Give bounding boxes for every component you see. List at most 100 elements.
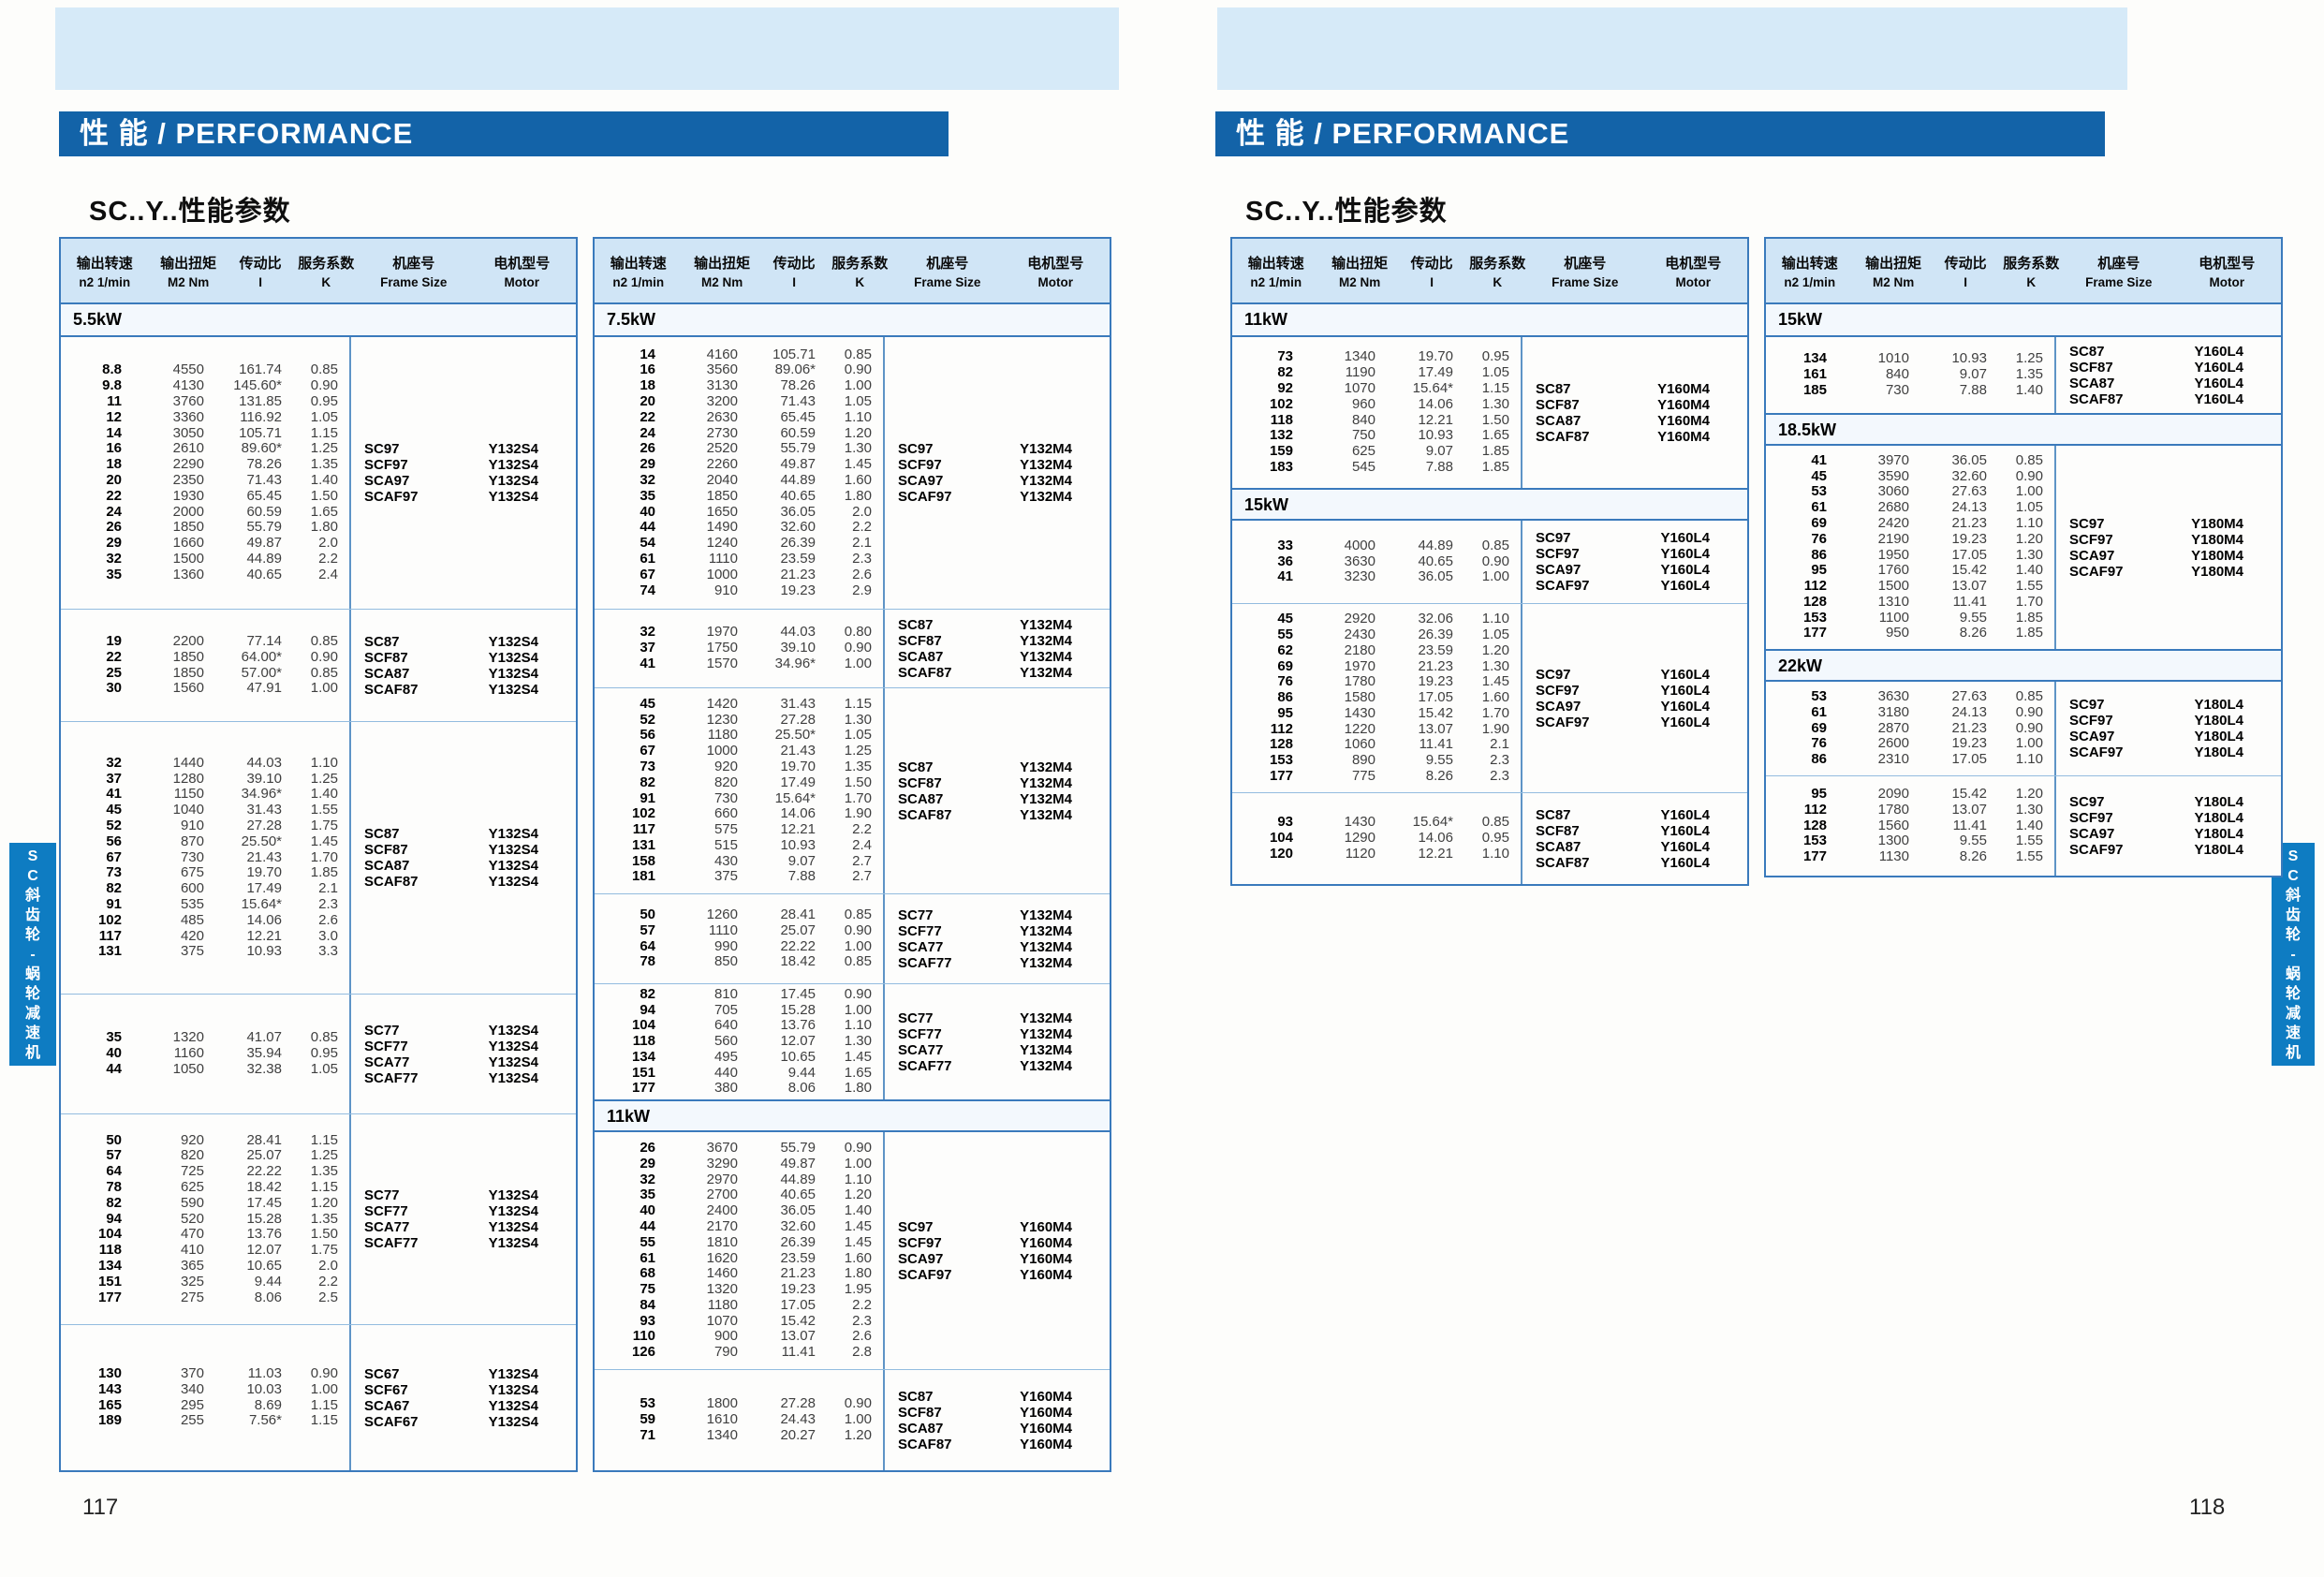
- service-factor-value: 1.30: [1481, 657, 1509, 674]
- ratio-value: 9.07: [787, 852, 816, 869]
- m2-torque-value: 1500: [1877, 578, 1909, 595]
- m2-torque-value: 1440: [172, 754, 204, 771]
- service-factor-value: 0.85: [1481, 814, 1509, 831]
- frame-motor-row: SC97 Y132M4: [883, 441, 1110, 457]
- frame-size-value: SC87: [364, 633, 400, 650]
- rating-group-frames: SC87 Y160L4 SCF87 Y160L4 SCA87 Y160L4 SCAF87 Y1…: [1521, 793, 1747, 884]
- data-row: 91 535 15.64* 2.3: [61, 896, 349, 913]
- service-factor-value: 1.70: [310, 848, 338, 865]
- frame-motor-row: SCAF87 Y160M4: [883, 1437, 1110, 1452]
- column-header-zh: 服务系数: [831, 255, 889, 272]
- frame-motor-row: SCA97 Y160L4: [1521, 699, 1747, 715]
- m2-torque-value: 275: [180, 1289, 204, 1305]
- m2-torque-value: 1460: [706, 1265, 738, 1282]
- column-header-en: I: [1430, 274, 1434, 289]
- data-row: 84 1180 17.05 2.2: [595, 1296, 883, 1314]
- data-row: 131 515 10.93 2.4: [595, 837, 883, 854]
- frame-motor-row: SCAF77 Y132S4: [349, 1070, 576, 1086]
- data-row: 64 990 22.22 1.00: [595, 937, 883, 955]
- m2-torque-value: 1280: [172, 770, 204, 787]
- n2-speed-value: 73: [640, 758, 655, 774]
- m2-torque-value: 1650: [706, 503, 738, 520]
- data-row: 159 625 9.07 1.85: [1232, 443, 1521, 460]
- service-factor-value: 0.85: [310, 632, 338, 649]
- column-header-en: Frame Size: [914, 274, 981, 289]
- frame-size-value: SCF87: [1536, 822, 1580, 839]
- m2-torque-value: 2520: [706, 440, 738, 457]
- motor-model-value: Y160M4: [1020, 1234, 1072, 1251]
- n2-speed-value: 37: [640, 640, 655, 656]
- n2-speed-value: 189: [97, 1412, 122, 1429]
- service-factor-value: 0.85: [1481, 537, 1509, 553]
- ratio-value: 40.65: [246, 566, 282, 582]
- n2-speed-value: 57: [640, 921, 655, 938]
- service-factor-value: 0.85: [844, 906, 872, 922]
- data-row: 118 560 12.07 1.30: [595, 1033, 883, 1050]
- frame-size-value: SCF97: [2069, 713, 2113, 729]
- m2-torque-value: 3630: [1877, 688, 1909, 704]
- data-row: 76 2190 19.23 1.20: [1766, 530, 2054, 548]
- m2-torque-value: 1180: [707, 1296, 738, 1313]
- data-row: 52 1230 27.28 1.30: [595, 712, 883, 729]
- performance-table: 输出转速 n2 1/min 输出扭矩 M2 Nm 传动比 I 服务系数 K 机座号 Frame S…: [59, 237, 578, 1472]
- column-header: 输出扭矩 M2 Nm: [149, 253, 228, 289]
- rating-group-values: 32 1970 44.03 0.80 37 1750 39.10 0.90 41 1570 34.9…: [595, 610, 883, 687]
- ratio-value: 22.22: [780, 937, 816, 954]
- column-divider: [2054, 682, 2056, 775]
- n2-speed-value: 143: [97, 1380, 122, 1397]
- column-header-en: K: [855, 274, 865, 289]
- motor-model-value: Y132S4: [488, 441, 538, 457]
- n2-speed-value: 53: [1811, 483, 1827, 500]
- data-row: 86 1580 17.05 1.60: [1232, 689, 1521, 706]
- ratio-value: 7.56*: [248, 1412, 282, 1429]
- n2-speed-value: 45: [1811, 467, 1827, 484]
- frame-motor-row: SCAF87 Y132M4: [883, 807, 1110, 823]
- service-factor-value: 1.35: [844, 758, 872, 774]
- performance-table: 输出转速 n2 1/min 输出扭矩 M2 Nm 传动比 I 服务系数 K 机座号 Frame S…: [1764, 237, 2283, 877]
- frame-size-value: SCAF97: [898, 489, 952, 505]
- ratio-value: 26.39: [780, 535, 816, 552]
- motor-model-value: Y132M4: [1020, 906, 1072, 923]
- frame-motor-row: SCAF97 Y180L4: [2054, 842, 2281, 858]
- m2-torque-value: 730: [713, 789, 738, 806]
- ratio-value: 40.65: [780, 487, 816, 504]
- vertical-tab-char: 蜗: [2285, 965, 2301, 982]
- column-header: 电机型号 Motor: [1640, 253, 1748, 289]
- m2-torque-value: 440: [713, 1064, 738, 1081]
- service-factor-value: 1.20: [2015, 530, 2043, 547]
- m2-torque-value: 2170: [706, 1217, 738, 1234]
- motor-model-value: Y132S4: [488, 457, 538, 473]
- frame-size-value: SCA87: [364, 858, 410, 874]
- m2-torque-value: 1040: [172, 802, 204, 818]
- m2-torque-value: 1320: [706, 1281, 738, 1298]
- column-header-zh: 输出转速: [1781, 255, 1838, 272]
- motor-model-value: Y132S4: [488, 1397, 538, 1414]
- data-row: 76 1780 19.23 1.45: [1232, 673, 1521, 690]
- n2-speed-value: 45: [106, 802, 122, 818]
- column-header-en: M2 Nm: [700, 274, 743, 289]
- rating-group-frames: SC97 Y180M4 SCF97 Y180M4 SCA97 Y180M4 SCAF97 Y1…: [2054, 446, 2281, 649]
- ratio-value: 19.23: [1951, 735, 1987, 752]
- n2-speed-value: 94: [106, 1210, 122, 1227]
- ratio-value: 17.05: [1418, 689, 1453, 706]
- frame-motor-row: SCA87 Y160M4: [1521, 413, 1747, 429]
- motor-model-value: Y132S4: [488, 1187, 538, 1203]
- data-row: 54 1240 26.39 2.1: [595, 535, 883, 552]
- motor-model-value: Y160M4: [1020, 1436, 1072, 1452]
- service-factor-value: 2.0: [852, 503, 872, 520]
- data-row: 128 1310 11.41 1.70: [1766, 594, 2054, 611]
- service-factor-value: 1.40: [2015, 817, 2043, 833]
- service-factor-value: 1.15: [1481, 379, 1509, 396]
- rating-group: 45 2920 32.06 1.10 55 2430 26.39 1.05 62 2180 23.5…: [1232, 603, 1747, 792]
- rating-group-frames: SC87 Y132S4 SCF87 Y132S4 SCA87 Y132S4 SCAF87 Y1…: [349, 722, 576, 994]
- rating-group: 8.8 4550 161.74 0.85 9.8 4130 145.60* 0.90 11 376…: [61, 337, 576, 609]
- ratio-value: 10.03: [246, 1380, 282, 1397]
- data-row: 82 820 17.49 1.50: [595, 774, 883, 791]
- frame-motor-row: SCA77 Y132S4: [349, 1054, 576, 1070]
- ratio-value: 9.07: [1959, 366, 1987, 383]
- vertical-tab-char: S: [27, 847, 38, 864]
- n2-speed-value: 41: [1277, 568, 1293, 585]
- service-factor-value: 0.95: [1481, 830, 1509, 847]
- motor-model-value: Y180M4: [2191, 515, 2243, 532]
- motor-model-value: Y160L4: [1660, 822, 1710, 839]
